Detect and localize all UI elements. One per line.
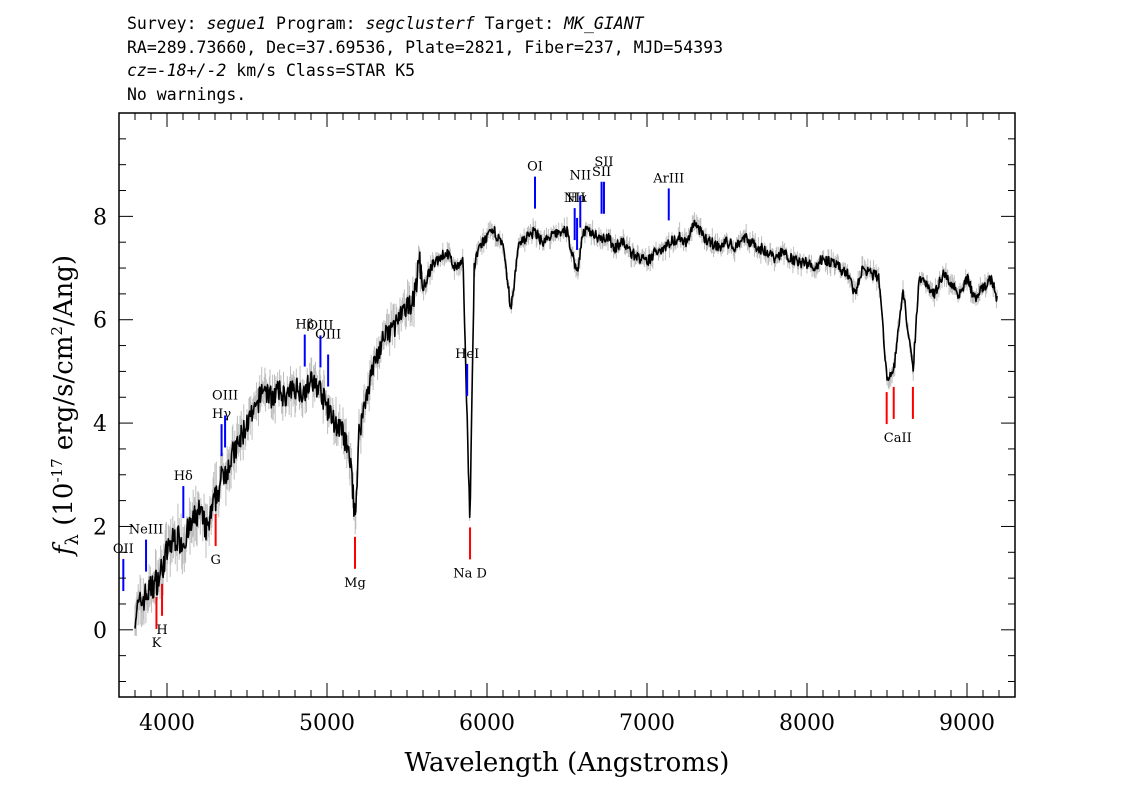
target-label: Target: [474, 14, 565, 33]
y-tick-label: 8 [93, 205, 107, 230]
y-tick-label: 2 [93, 515, 107, 540]
header-line-2: RA=289.73660, Dec=37.69536, Plate=2821, … [127, 37, 724, 57]
axis-ticks [119, 113, 1015, 697]
header-line-3: cz=-18+/-2 km/s Class=STAR K5 [127, 59, 723, 83]
emission-label: OI [527, 160, 543, 175]
absorption-label: H [156, 623, 167, 638]
absorption-label: Mg [344, 576, 366, 591]
emission-label: SII [592, 165, 611, 180]
flux-series [134, 219, 998, 629]
emission-label: Hβ [295, 318, 314, 333]
absorption-label: Na D [453, 566, 487, 581]
spectrum-header: Survey: segue1 Program: segclusterf Targ… [127, 12, 723, 106]
header-line-4: No warnings. [127, 84, 247, 104]
emission-label: OIII [307, 318, 333, 333]
absorption-label: G [210, 553, 220, 568]
ylabel-part: (10 [49, 483, 79, 535]
x-tick-label: 4000 [139, 711, 195, 736]
y-axis-title: fλ (10-17 erg/s/cm2/Ang) [48, 255, 83, 557]
emission-label: NII [569, 169, 591, 184]
program-value: segclusterf [365, 14, 475, 33]
ylabel-part: erg/s/cm [49, 336, 79, 459]
ylabel-exp: -17 [48, 458, 66, 482]
survey-label: Survey: [127, 14, 207, 33]
y-tick-label: 4 [93, 412, 107, 437]
emission-label: ArIII [652, 171, 684, 186]
y-tick-label: 6 [93, 309, 107, 334]
class-info: km/s Class=STAR K5 [226, 61, 416, 80]
emission-label: Hδ [174, 469, 193, 484]
x-tick-label: 5000 [299, 711, 355, 736]
absorption-label: CaII [884, 431, 912, 446]
axis-labels: 4000 5000 6000 7000 8000 9000 0 2 4 6 8 Wavelength … [48, 205, 995, 778]
ylabel-exp2: 2 [48, 326, 66, 336]
emission-label: OIII [315, 327, 341, 342]
header-line-1: Survey: segue1 Program: segclusterf Targ… [127, 12, 723, 36]
x-axis-title: Wavelength (Angstroms) [405, 748, 730, 778]
redshift-value: cz=-18+/-2 [127, 61, 227, 80]
x-tick-label: 7000 [619, 711, 675, 736]
survey-value: segue1 [206, 14, 267, 33]
absorption-label: K [152, 636, 162, 651]
emission-label: HeI [455, 347, 479, 362]
emission-label: SII [594, 155, 613, 170]
x-tick-label: 9000 [939, 711, 995, 736]
emission-label: NeIII [129, 523, 163, 538]
emission-label: OIII [212, 388, 238, 403]
x-tick-label: 8000 [779, 711, 835, 736]
flux-line [134, 219, 998, 629]
x-tick-label: 6000 [459, 711, 515, 736]
ylabel-lambda: λ [62, 534, 83, 545]
emission-label: Hα [567, 191, 587, 206]
flux-error-spikes [134, 212, 998, 636]
flux-error-band [134, 212, 998, 636]
emission-label: Hγ [212, 407, 231, 422]
program-label: Program: [266, 14, 366, 33]
y-tick-label: 0 [93, 619, 107, 644]
target-value: MK_GIANT [564, 14, 644, 33]
emission-label: OII [113, 542, 134, 557]
ylabel-part: /Ang) [49, 255, 79, 326]
